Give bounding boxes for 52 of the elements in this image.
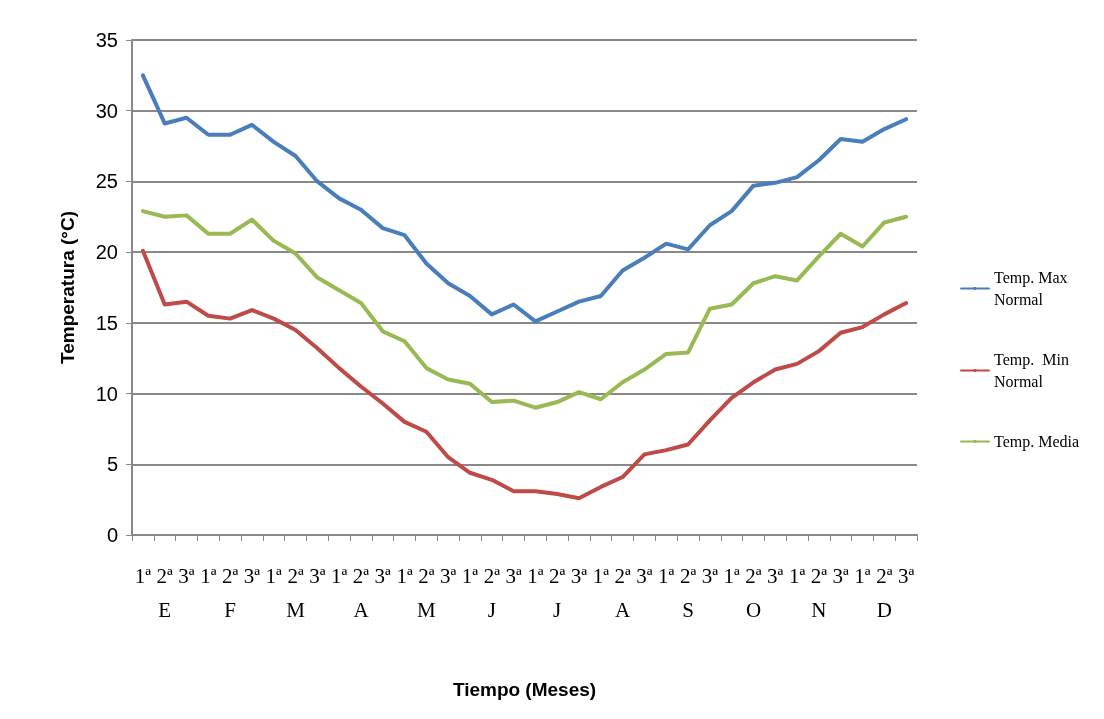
y-tick-label: 0 <box>106 524 118 546</box>
x-tick-label: 2ª J <box>483 564 501 622</box>
x-tick-label: 2ª F <box>221 564 239 622</box>
x-tick-label: 3ª <box>701 564 719 588</box>
x-tick-label: 3ª <box>570 564 588 588</box>
x-tick-label: 1ª <box>592 564 610 588</box>
y-axis-title: Temperatura (°C) <box>57 211 78 364</box>
legend-label: Temp. Media <box>994 433 1080 451</box>
y-tick-label: 10 <box>95 382 118 405</box>
legend-label: Temp. Min Normal <box>994 351 1073 390</box>
y-tick-label: 15 <box>95 311 118 334</box>
x-tick-label: 1ª <box>331 564 348 588</box>
x-tick-label: 2ª J <box>549 564 566 622</box>
x-tick-label: 2ª A <box>352 564 370 622</box>
x-tick-label: 1ª <box>788 564 806 588</box>
x-tick-label: 2ª S <box>679 564 697 622</box>
line-series <box>140 73 909 324</box>
y-tick-label: 35 <box>95 29 118 51</box>
line-series <box>140 209 909 410</box>
x-tick-label: 2ª M <box>286 564 306 622</box>
x-tick-label: 3ª <box>178 564 195 588</box>
x-tick-label: 2ª E <box>156 564 174 622</box>
x-tick-label: 2ª N <box>810 564 828 622</box>
x-tick-label: 2ª D <box>876 564 893 622</box>
x-tick-label: 3ª <box>832 564 850 588</box>
x-tick-label: 1ª <box>527 564 544 588</box>
x-tick-label: 3ª <box>505 564 522 588</box>
y-tick-label: 5 <box>106 453 118 476</box>
x-tick-label: 3ª <box>636 564 653 588</box>
y-tick-label: 20 <box>95 241 118 264</box>
x-tick-label: 1ª <box>461 564 479 588</box>
x-tick-label: 1ª <box>200 564 217 588</box>
y-tick-label: 25 <box>95 170 118 193</box>
x-tick-label: 3ª <box>767 564 784 588</box>
x-tick-label: 3ª <box>374 564 392 588</box>
x-axis-title: Tiempo (Meses) <box>452 679 597 700</box>
x-tick-label: 3ª <box>309 564 326 588</box>
x-tick-label: 2ª M <box>417 564 437 622</box>
x-tick-label: 1ª <box>658 564 675 588</box>
x-tick-label: 3ª <box>243 564 261 588</box>
legend-label: Temp. Max Normal <box>994 269 1072 308</box>
x-tick-label: 1ª <box>265 564 283 588</box>
x-tick-label: 1ª <box>396 564 413 588</box>
x-tick-label: 1ª <box>723 564 740 588</box>
x-tick-label: 1ª <box>134 564 152 588</box>
x-tick-label: 2ª A <box>614 564 632 622</box>
y-tick-label: 30 <box>95 99 118 122</box>
x-tick-label: 1ª <box>854 564 871 588</box>
line-series <box>140 248 909 501</box>
x-tick-label: 2ª O <box>745 564 762 622</box>
x-tick-label: 3ª <box>897 564 915 588</box>
x-tick-label: 3ª <box>440 564 457 588</box>
